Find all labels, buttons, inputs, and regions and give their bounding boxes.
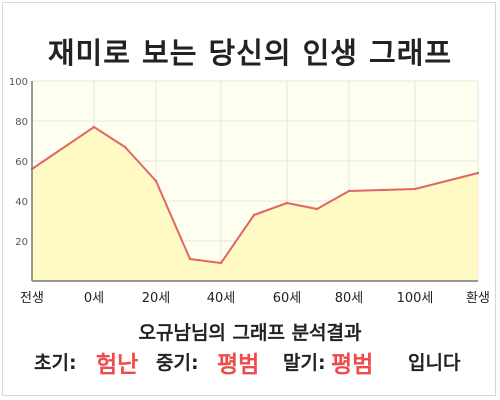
x-tick-label: 80세	[335, 291, 364, 306]
early-label: 초기:	[34, 352, 77, 374]
y-tick-label: 80	[15, 117, 28, 128]
page-title: 재미로 보는 당신의 인생 그래프	[47, 36, 453, 70]
late-label: 말기:	[283, 352, 326, 374]
data-point	[381, 188, 385, 192]
x-tick-label: 전생	[20, 291, 44, 306]
data-point	[219, 261, 223, 265]
data-point	[252, 213, 256, 217]
ending-text: 입니다	[408, 352, 461, 374]
x-tick-label: 100세	[397, 291, 434, 306]
data-point	[154, 179, 158, 183]
y-tick-label: 60	[15, 157, 28, 168]
early-value: 험난	[96, 352, 139, 378]
chart-frame	[2, 2, 496, 396]
x-tick-label: 환생	[466, 291, 490, 306]
data-point	[285, 201, 289, 205]
data-point	[92, 125, 96, 129]
x-tick-label: 20세	[142, 291, 171, 306]
analysis-subtitle: 오규남님의 그래프 분석결과	[138, 322, 362, 344]
y-tick-label: 100	[9, 77, 28, 88]
data-point	[123, 145, 127, 149]
axes	[31, 81, 478, 282]
data-point	[347, 189, 351, 193]
x-tick-label: 40세	[207, 291, 236, 306]
y-tick-label: 40	[15, 197, 28, 208]
x-tick-label: 0세	[84, 291, 104, 306]
mid-value: 평범	[217, 352, 260, 378]
y-tick-label: 20	[15, 237, 28, 248]
tick-labels: 20 40 60 80 100 전생 0세 20세 40세 60세 80세 100세 환생	[9, 77, 490, 306]
data-point	[413, 187, 417, 191]
late-value: 평범	[331, 352, 374, 378]
data-point	[476, 171, 480, 175]
mid-label: 중기:	[156, 352, 199, 374]
data-point	[188, 257, 192, 261]
x-tick-label: 60세	[273, 291, 302, 306]
life-area	[32, 127, 478, 281]
data-point	[315, 207, 319, 211]
